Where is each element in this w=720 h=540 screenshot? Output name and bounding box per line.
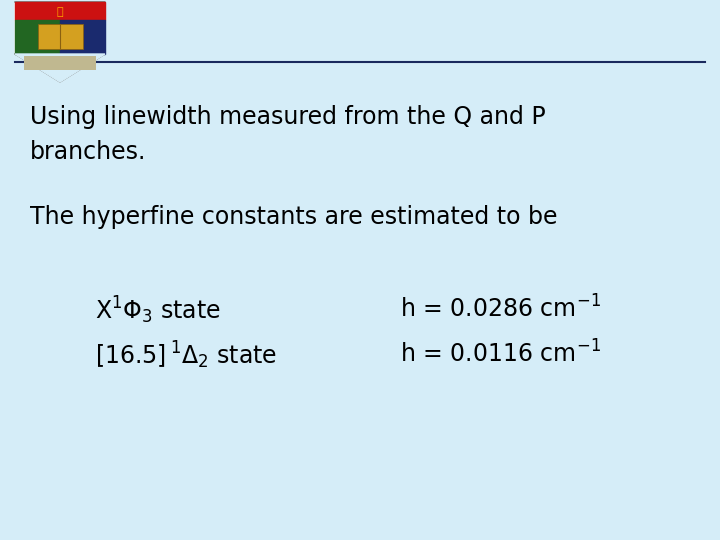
Polygon shape (15, 2, 105, 19)
Text: X$^1\Phi_3$ state: X$^1\Phi_3$ state (95, 295, 221, 326)
Text: Using linewidth measured from the Q and P
branches.: Using linewidth measured from the Q and … (30, 105, 546, 164)
Polygon shape (60, 19, 105, 54)
Bar (37, 24, 83, 49)
Polygon shape (15, 54, 105, 82)
Text: [16.5]$\,^1\Delta_2$ state: [16.5]$\,^1\Delta_2$ state (95, 340, 277, 372)
Text: 🦁: 🦁 (57, 6, 63, 17)
Bar (24, 56, 96, 70)
Text: The hyperfine constants are estimated to be: The hyperfine constants are estimated to… (30, 205, 557, 229)
Polygon shape (15, 2, 105, 82)
Text: h = 0.0286 cm$^{-1}$: h = 0.0286 cm$^{-1}$ (400, 295, 601, 322)
Polygon shape (15, 19, 60, 54)
Text: h = 0.0116 cm$^{-1}$: h = 0.0116 cm$^{-1}$ (400, 340, 601, 367)
